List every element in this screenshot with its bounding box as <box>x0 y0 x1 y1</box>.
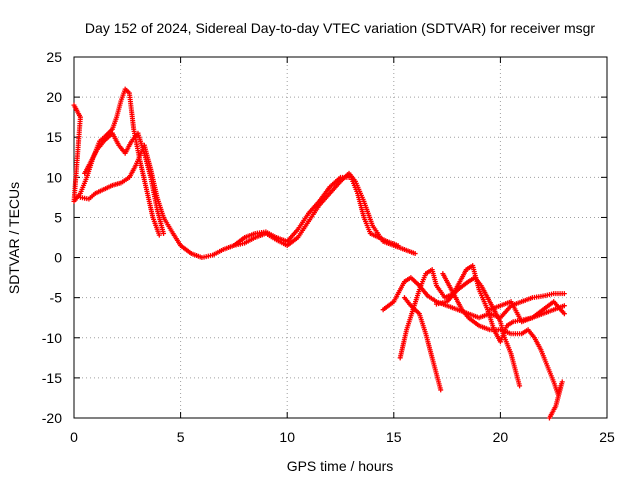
y-tick-label: -5 <box>50 290 63 306</box>
x-tick-label: 20 <box>493 429 509 445</box>
data-point <box>395 243 401 249</box>
y-tick-label: -15 <box>42 370 62 386</box>
y-tick-label: 10 <box>46 169 62 185</box>
y-tick-labels: -20 -15 -10 -5 0 5 10 15 20 25 <box>42 49 62 426</box>
y-tick-label: 20 <box>46 89 62 105</box>
x-tick-labels: 0 5 10 15 20 25 <box>70 429 615 445</box>
x-tick-label: 25 <box>599 429 615 445</box>
y-tick-label: 25 <box>46 49 62 65</box>
plot-frame <box>73 56 608 419</box>
grid-lines <box>74 57 607 418</box>
data-point <box>561 311 567 317</box>
y-tick-label: -10 <box>42 330 62 346</box>
x-axis-label: GPS time / hours <box>287 458 394 474</box>
data-point <box>156 232 162 238</box>
data-point <box>561 303 567 309</box>
y-tick-label: -20 <box>42 410 62 426</box>
x-tick-label: 5 <box>177 429 185 445</box>
data-point <box>561 291 567 297</box>
data-point <box>161 230 167 236</box>
data-point <box>517 383 523 389</box>
x-tick-label: 15 <box>386 429 402 445</box>
chart-title: Day 152 of 2024, Sidereal Day-to-day VTE… <box>85 20 595 36</box>
y-tick-label: 5 <box>54 209 62 225</box>
y-tick-label: 0 <box>54 250 62 266</box>
data-point <box>438 387 444 393</box>
axis-ticks <box>73 56 608 419</box>
data-point <box>546 415 552 421</box>
x-tick-label: 0 <box>70 429 78 445</box>
y-axis-label: SDTVAR / TECUs <box>6 182 22 294</box>
y-tick-label: 15 <box>46 129 62 145</box>
data-point <box>412 251 418 257</box>
x-tick-label: 10 <box>279 429 295 445</box>
data-points <box>71 86 567 421</box>
